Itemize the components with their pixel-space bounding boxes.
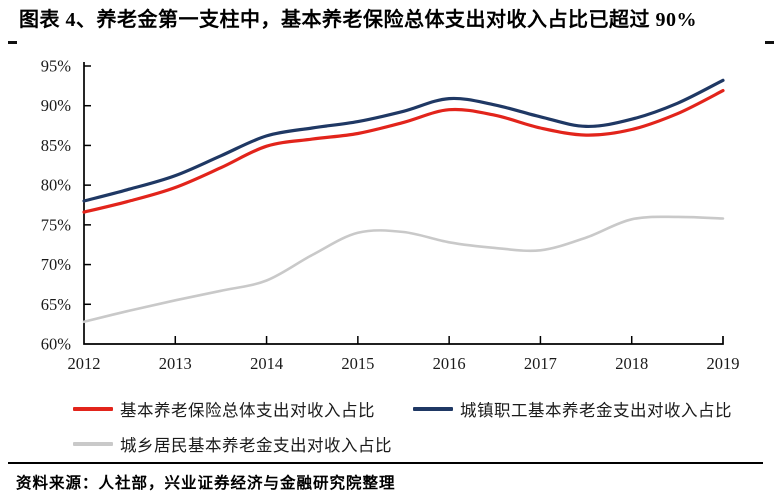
line-chart-svg: 60% 65% 70% 75% 80% 85% 90% 95% 2012 2013 2014 2015… xyxy=(41,57,740,374)
y-tick-label: 65% xyxy=(41,295,72,314)
y-tick-label: 90% xyxy=(41,96,72,115)
x-tick-label: 2017 xyxy=(524,354,557,373)
source-label: 资料来源： xyxy=(16,475,99,492)
x-tick-label: 2013 xyxy=(159,354,192,373)
y-tick-label: 80% xyxy=(41,176,72,195)
chart-title: 图表 4、养老金第一支柱中，基本养老保险总体支出对收入占比已超过 90% xyxy=(19,9,697,31)
legend-row-2: 城乡居民基本养老金支出对收入占比 xyxy=(73,432,732,456)
y-tick-label: 60% xyxy=(41,335,72,354)
y-tick-label: 95% xyxy=(41,57,72,76)
axis-lines xyxy=(83,62,724,345)
series-line-1 xyxy=(82,78,725,203)
title-rule-right-dash xyxy=(765,41,774,44)
legend-line-swatch-gray xyxy=(73,442,113,446)
x-tick-label: 2019 xyxy=(707,354,740,373)
y-tick-label: 85% xyxy=(41,136,72,155)
x-tick-label: 2014 xyxy=(250,354,283,373)
y-tick-label: 75% xyxy=(41,215,72,234)
x-tick-label: 2018 xyxy=(615,354,648,373)
title-rule-left-dash xyxy=(8,41,17,44)
legend-item-total-basic-pension: 基本养老保险总体支出对收入占比 xyxy=(73,397,375,421)
source-note: 资料来源：人社部，兴业证券经济与金融研究院整理 xyxy=(16,471,396,493)
series-line-2 xyxy=(82,215,725,324)
legend-item-urban-employee-pension: 城镇职工基本养老金支出对收入占比 xyxy=(413,397,732,421)
legend-label-total-basic-pension: 基本养老保险总体支出对收入占比 xyxy=(120,401,375,420)
source-text: 人社部，兴业证券经济与金融研究院整理 xyxy=(98,475,396,492)
x-tick-label: 2015 xyxy=(341,354,374,373)
chart-legend: 基本养老保险总体支出对收入占比 城镇职工基本养老金支出对收入占比 城乡居民基本养… xyxy=(73,397,732,467)
x-tick-label: 2016 xyxy=(433,354,466,373)
line-chart: 60% 65% 70% 75% 80% 85% 90% 95% 2012 2013 2014 2015… xyxy=(0,50,779,390)
legend-label-urban-employee-pension: 城镇职工基本养老金支出对收入占比 xyxy=(460,401,732,420)
x-tick-label: 2012 xyxy=(68,354,101,373)
series-line-0 xyxy=(82,89,725,214)
legend-line-swatch-red xyxy=(73,407,113,411)
legend-label-urban-rural-resident-pension: 城乡居民基本养老金支出对收入占比 xyxy=(120,436,392,455)
legend-row-1: 基本养老保险总体支出对收入占比 城镇职工基本养老金支出对收入占比 xyxy=(73,397,732,421)
footer-rule xyxy=(8,462,763,464)
y-tick-label: 70% xyxy=(41,255,72,274)
legend-item-urban-rural-resident-pension: 城乡居民基本养老金支出对收入占比 xyxy=(73,432,392,456)
legend-line-swatch-blue xyxy=(413,407,453,411)
